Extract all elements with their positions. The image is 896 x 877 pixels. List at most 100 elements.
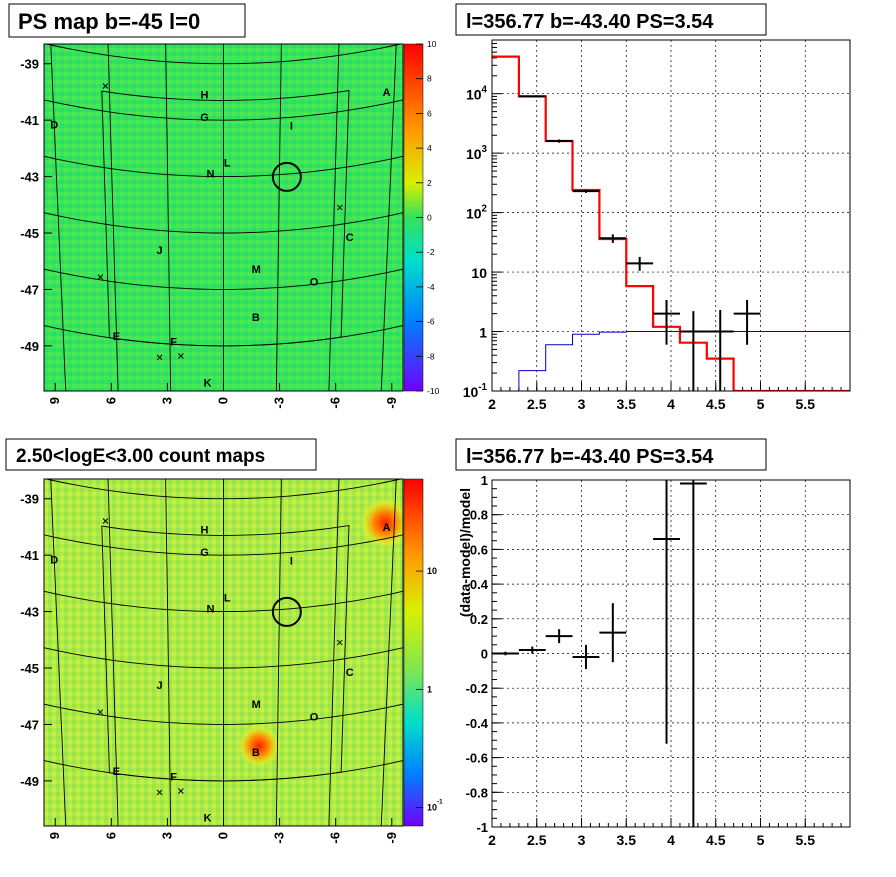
source-label-e: E: [113, 766, 120, 778]
map-y-tick-label: -49: [20, 774, 39, 789]
source-label-l: L: [224, 157, 231, 169]
map-x-tick-label: 0: [216, 832, 231, 839]
source-cross-marker: [102, 518, 109, 524]
spectrum-y-tick-label: 103: [466, 144, 488, 162]
source-cross-marker: [178, 788, 184, 794]
meridian-line: [165, 479, 172, 826]
residual-x-tick-label: 5: [757, 832, 765, 848]
source-cross-marker: [336, 204, 343, 211]
residual-chart: 2 2.5 3 3.5 4 4.5 5 5.5 -1 -0.8 -0.6 -0.4 -0.2 0 0.2 0.…: [457, 473, 851, 848]
source-label-o: O: [310, 711, 319, 723]
source-b-hotspot: [237, 724, 281, 768]
spectrum-title-box-top: l=356.77 b=-43.40 PS=3.54: [455, 3, 767, 36]
source-cross-marker: [97, 709, 104, 715]
map-x-tick-label: 6: [103, 397, 118, 404]
source-label-a: A: [383, 87, 391, 99]
residual-x-tick-label: 4.5: [706, 832, 726, 848]
source-cross-marker: [156, 789, 163, 796]
spectrum-x-tick-label: 5.5: [796, 396, 816, 412]
ps-colorbar-label: 8: [427, 74, 432, 84]
source-label-a: A: [383, 522, 391, 534]
parallel-line: [44, 703, 403, 725]
map-x-tick-label: 0: [216, 397, 231, 404]
meridian-line: [380, 479, 397, 826]
residual-y-tick-label: 0.2: [470, 612, 488, 627]
ps-colorbar-label: 10: [427, 39, 437, 49]
residual-title: l=356.77 b=-43.40 PS=3.54: [466, 446, 714, 468]
source-label-k: K: [204, 377, 212, 389]
spectrum-chart: 2 2.5 3 3.5 4 4.5 5 5.5 10-1 1 10 102 103 104: [463, 39, 851, 412]
map-title-bottom: 2.50<logE<3.00 count maps: [16, 446, 265, 467]
residual-y-tick-label: 0.6: [470, 542, 488, 557]
residual-frame: [491, 479, 851, 828]
ps-colorbar: 10 8 6 4 2 0 -2 -4 -6 -8 -10: [403, 39, 440, 396]
residual-x-tick-label: 5.5: [796, 832, 816, 848]
source-label-g: G: [200, 112, 209, 124]
map-x-tick-label: -9: [384, 397, 399, 409]
roi-outline: [101, 524, 350, 782]
source-label-d: D: [50, 120, 58, 132]
ps-map-grid: HG A I D LN C J M O B E F K: [44, 44, 403, 391]
spectrum-y-tick-label: 104: [466, 85, 488, 103]
map-x-tick-label: 6: [103, 832, 118, 839]
residual-y-tick-label: -0.8: [466, 785, 488, 800]
residual-y-axis-label: (data-model)/model: [457, 488, 473, 617]
map-x-tick-label: -3: [272, 832, 287, 844]
map-y-tick-label: -41: [20, 548, 39, 563]
meridian-line: [165, 44, 172, 391]
source-label-m: M: [252, 264, 261, 276]
map-y-tick-label: -47: [20, 717, 39, 732]
residual-x-tick-label: 4: [667, 832, 675, 848]
source-label-g: G: [200, 547, 209, 559]
map-x-tick-label: -9: [384, 832, 399, 844]
residual-y-tick-label: -1: [476, 820, 488, 835]
source-label-f: F: [170, 771, 177, 783]
source-label-m: M: [252, 699, 261, 711]
source-label-n: N: [206, 169, 214, 181]
spectrum-x-tick-label: 4.5: [706, 396, 726, 412]
ps-colorbar-label: 2: [427, 178, 432, 188]
residual-y-tick-label: -0.4: [466, 716, 489, 731]
source-label-b: B: [252, 312, 260, 324]
source-label-d: D: [50, 555, 58, 567]
parallel-line: [44, 647, 403, 669]
map-x-tick-label: 9: [47, 397, 62, 404]
source-label-b: B: [252, 747, 260, 759]
ps-map: HG A I D LN C J M O B E F K -39 -41 -43 -45 -47 -49 9 6 3 0 -3…: [20, 43, 404, 409]
ps-colorbar-label: -8: [427, 351, 435, 361]
map-x-tick-label: 9: [47, 832, 62, 839]
spectrum-frame: [491, 39, 851, 392]
ps-colorbar-label: 4: [427, 143, 432, 153]
meridian-line: [380, 44, 397, 391]
meridian-line: [107, 44, 119, 391]
map-y-tick-label: -45: [20, 661, 39, 676]
residual-x-tick-label: 2: [488, 832, 496, 848]
residual-x-tick-label: 2.5: [527, 832, 547, 848]
spectrum-title-top: l=356.77 b=-43.40 PS=3.54: [466, 11, 714, 33]
meridian-line: [433, 408, 458, 838]
count-map: HG A I D LN C J M O B E F K -39 -41 -43 -45 -47 -49 9 6 3 0 -3…: [0, 408, 458, 844]
count-colorbar: 10 1 10-1: [403, 478, 443, 827]
source-label-f: F: [170, 336, 177, 348]
count-map-grid: HG A I D LN C J M O B E F K: [0, 408, 458, 838]
parallel-line: [44, 534, 403, 556]
map-title-top: PS map b=-45 l=0: [18, 9, 200, 34]
meridian-line: [0, 408, 15, 838]
ps-candidate-circle: [271, 161, 302, 192]
parallel-line: [44, 99, 403, 121]
meridian-line: [275, 44, 282, 391]
residual-y-tick-label: 1: [481, 473, 488, 488]
source-label-i: I: [290, 556, 293, 568]
residual-x-tick-label: 3: [578, 832, 586, 848]
spectrum-x-tick-label: 5: [757, 396, 765, 412]
source-cross-marker: [336, 639, 343, 646]
parallel-line: [44, 479, 403, 500]
spectrum-x-tick-label: 3: [578, 396, 586, 412]
source-label-j: J: [156, 245, 162, 257]
parallel-line: [44, 590, 403, 613]
source-label-j: J: [156, 680, 162, 692]
ps-colorbar-label: -4: [427, 282, 435, 292]
parallel-line: [44, 268, 403, 290]
source-label-k: K: [204, 812, 212, 824]
residual-points: [492, 480, 707, 827]
